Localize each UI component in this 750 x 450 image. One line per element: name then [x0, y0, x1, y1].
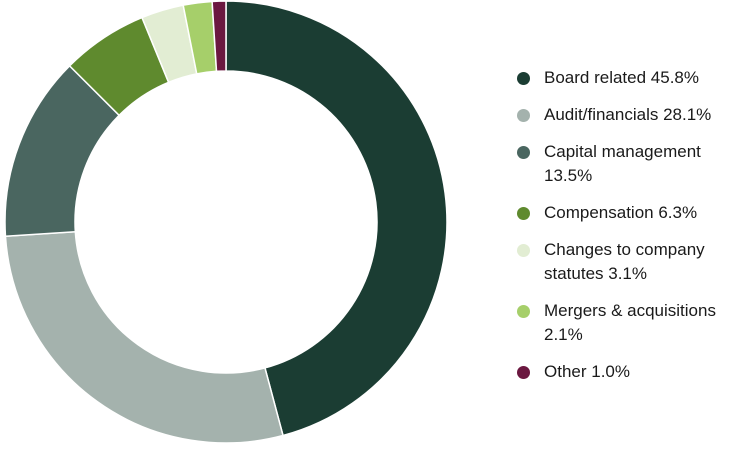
legend-label: Changes to company statutes 3.1%	[544, 240, 705, 283]
legend-label: Mergers & acquisitions 2.1%	[544, 301, 716, 344]
legend-item-5: Mergers & acquisitions 2.1%	[516, 299, 748, 347]
legend-label: Capital management 13.5%	[544, 142, 701, 185]
donut-chart	[4, 0, 448, 444]
legend-swatch-icon	[517, 146, 530, 159]
legend-swatch-icon	[517, 207, 530, 220]
legend-swatch-icon	[517, 244, 530, 257]
legend-label: Board related 45.8%	[544, 68, 699, 87]
legend-swatch-icon	[517, 72, 530, 85]
legend-label: Other 1.0%	[544, 362, 630, 381]
donut-slice-0	[225, 0, 448, 437]
legend-item-0: Board related 45.8%	[516, 66, 748, 90]
legend-swatch-icon	[517, 109, 530, 122]
legend-swatch-icon	[517, 305, 530, 318]
donut-slices	[4, 0, 448, 444]
chart-legend: Board related 45.8% Audit/financials 28.1…	[516, 66, 748, 397]
donut-slice-6	[211, 0, 227, 73]
legend-swatch-icon	[517, 366, 530, 379]
legend-item-2: Capital management 13.5%	[516, 140, 748, 188]
donut-slice-1	[4, 230, 284, 444]
legend-item-3: Compensation 6.3%	[516, 201, 748, 225]
legend-label: Audit/financials 28.1%	[544, 105, 712, 124]
legend-item-4: Changes to company statutes 3.1%	[516, 238, 748, 286]
legend-label: Compensation 6.3%	[544, 203, 698, 222]
legend-item-1: Audit/financials 28.1%	[516, 103, 748, 127]
legend-item-6: Other 1.0%	[516, 360, 748, 384]
